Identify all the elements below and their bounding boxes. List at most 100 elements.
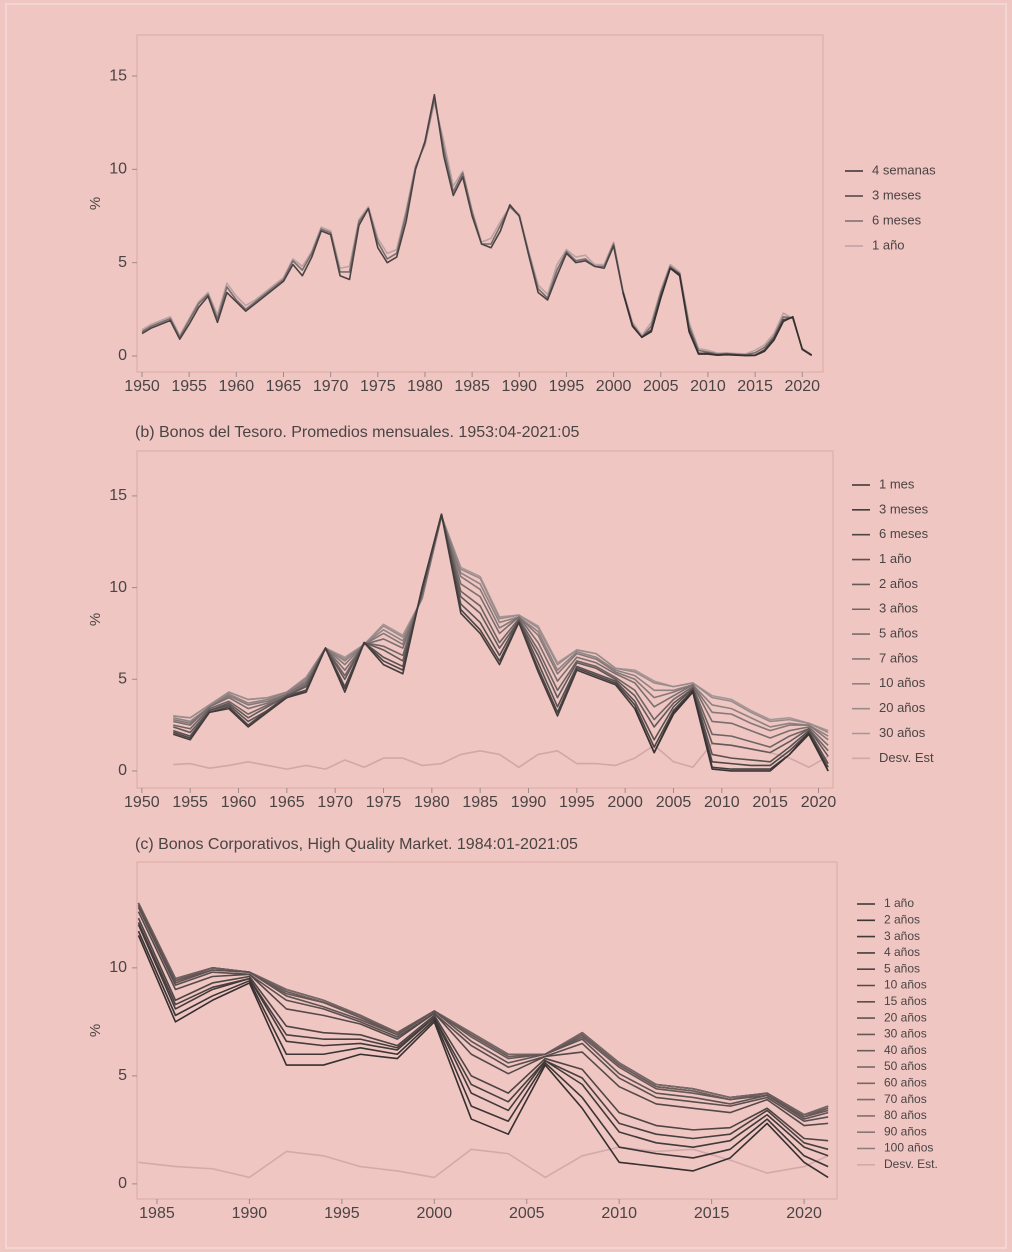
legend-label: 3 meses — [872, 187, 922, 202]
x-tick-label: 1995 — [549, 378, 585, 395]
x-tick-label: 2020 — [801, 794, 837, 811]
x-tick-label: 2015 — [737, 378, 773, 395]
x-tick-label: 1985 — [462, 794, 498, 811]
x-tick-label: 1985 — [454, 378, 490, 395]
x-tick-label: 2000 — [607, 794, 643, 811]
legend-label: 80 años — [884, 1108, 927, 1122]
x-tick-label: 1980 — [407, 378, 443, 395]
legend-label: Desv. Est. — [884, 1157, 938, 1171]
y-tick-label: 5 — [118, 1067, 127, 1084]
y-tick-label: 5 — [118, 670, 127, 687]
x-tick-label: 2000 — [596, 378, 632, 395]
series-line — [137, 902, 829, 1118]
series-line — [173, 515, 829, 737]
x-tick-label: 2005 — [643, 378, 679, 395]
legend-label: 2 años — [884, 912, 920, 926]
series-line — [137, 902, 829, 1116]
legend-label: 60 años — [884, 1075, 927, 1089]
legend-label: 2 años — [879, 576, 919, 591]
series-line — [137, 902, 829, 1116]
y-tick-label: 10 — [109, 959, 127, 976]
y-tick-label: 0 — [118, 762, 127, 779]
legend-label: 3 meses — [879, 501, 929, 516]
x-tick-label: 1955 — [171, 378, 207, 395]
y-axis-label: % — [87, 613, 104, 626]
series-line — [137, 902, 829, 1116]
x-tick-label: 1960 — [221, 794, 257, 811]
series-line — [173, 513, 829, 772]
plot-frame — [136, 861, 838, 1200]
x-tick-label: 2010 — [690, 378, 726, 395]
page-frame — [5, 3, 1007, 1249]
y-tick-label: 15 — [109, 487, 127, 504]
legend-label: 10 años — [879, 675, 926, 690]
chart-panel: (c) Bonos Corporativos, High Quality Mar… — [87, 836, 938, 1222]
plot-frame — [136, 34, 824, 373]
legend-label: 40 años — [884, 1043, 927, 1057]
x-tick-label: 1970 — [313, 378, 349, 395]
series-line — [622, 267, 813, 357]
legend-label: 1 año — [884, 896, 914, 910]
legend-label: 15 años — [884, 994, 927, 1008]
chart-panel: % 0 5 10 15 1950 1955 1960 1965 1970 1975 1980 1985 1… — [87, 34, 936, 395]
series-line — [173, 513, 829, 765]
series-line — [137, 917, 829, 1142]
series-line — [137, 902, 829, 1116]
series-line — [137, 930, 829, 1168]
legend-label: 5 años — [879, 626, 919, 641]
x-tick-label: 1985 — [139, 1205, 175, 1222]
x-tick-label: 1975 — [366, 794, 402, 811]
x-tick-label: 1990 — [511, 794, 547, 811]
x-tick-label: 2005 — [509, 1205, 545, 1222]
x-tick-label: 1995 — [559, 794, 595, 811]
legend-label: 90 años — [884, 1124, 927, 1138]
legend-label: 30 años — [879, 725, 926, 740]
legend-label: 30 años — [884, 1027, 927, 1041]
series-line — [138, 1146, 829, 1179]
x-tick-label: 2015 — [752, 794, 788, 811]
legend-label: 10 años — [884, 978, 927, 992]
series-line — [137, 924, 829, 1157]
x-tick-label: 2020 — [784, 378, 820, 395]
legend-label: 4 años — [884, 945, 920, 959]
x-tick-label: 1950 — [124, 794, 160, 811]
legend-label: 1 año — [879, 551, 912, 566]
series-line — [173, 515, 829, 746]
series-line — [173, 515, 829, 741]
legend-label: 6 meses — [879, 526, 929, 541]
chart-title: (b) Bonos del Tesoro. Promedios mensuale… — [135, 424, 580, 441]
x-tick-label: 1995 — [324, 1205, 360, 1222]
series-line — [137, 935, 829, 1179]
y-tick-label: 15 — [109, 67, 127, 84]
series-line — [137, 904, 829, 1120]
x-tick-label: 2010 — [704, 794, 740, 811]
y-axis-label: % — [87, 197, 104, 210]
legend-label: 1 mes — [879, 476, 915, 491]
x-tick-label: 2010 — [601, 1205, 637, 1222]
series-line — [173, 742, 829, 770]
legend-label: 3 años — [884, 929, 920, 943]
x-tick-label: 1990 — [232, 1205, 268, 1222]
series-line — [137, 904, 829, 1118]
series-line — [634, 691, 829, 772]
legend-label: 20 años — [879, 700, 926, 715]
legend-label: 3 años — [879, 601, 919, 616]
x-tick-label: 1965 — [266, 378, 302, 395]
series-line — [137, 907, 829, 1123]
y-axis-label: % — [87, 1024, 104, 1037]
chart-title: (c) Bonos Corporativos, High Quality Mar… — [135, 836, 578, 853]
x-tick-label: 2005 — [656, 794, 692, 811]
legend-label: 5 años — [884, 961, 920, 975]
legend-label: 50 años — [884, 1059, 927, 1073]
series-line — [137, 902, 829, 1116]
series-line — [137, 922, 829, 1151]
legend-label: 7 años — [879, 650, 919, 665]
y-tick-label: 5 — [118, 254, 127, 271]
x-tick-label: 1980 — [414, 794, 450, 811]
series-line — [137, 902, 829, 1116]
x-tick-label: 1965 — [269, 794, 305, 811]
legend-label: 20 años — [884, 1010, 927, 1024]
x-tick-label: 1975 — [360, 378, 396, 395]
legend-label: 4 semanas — [872, 162, 936, 177]
y-tick-label: 10 — [109, 579, 127, 596]
